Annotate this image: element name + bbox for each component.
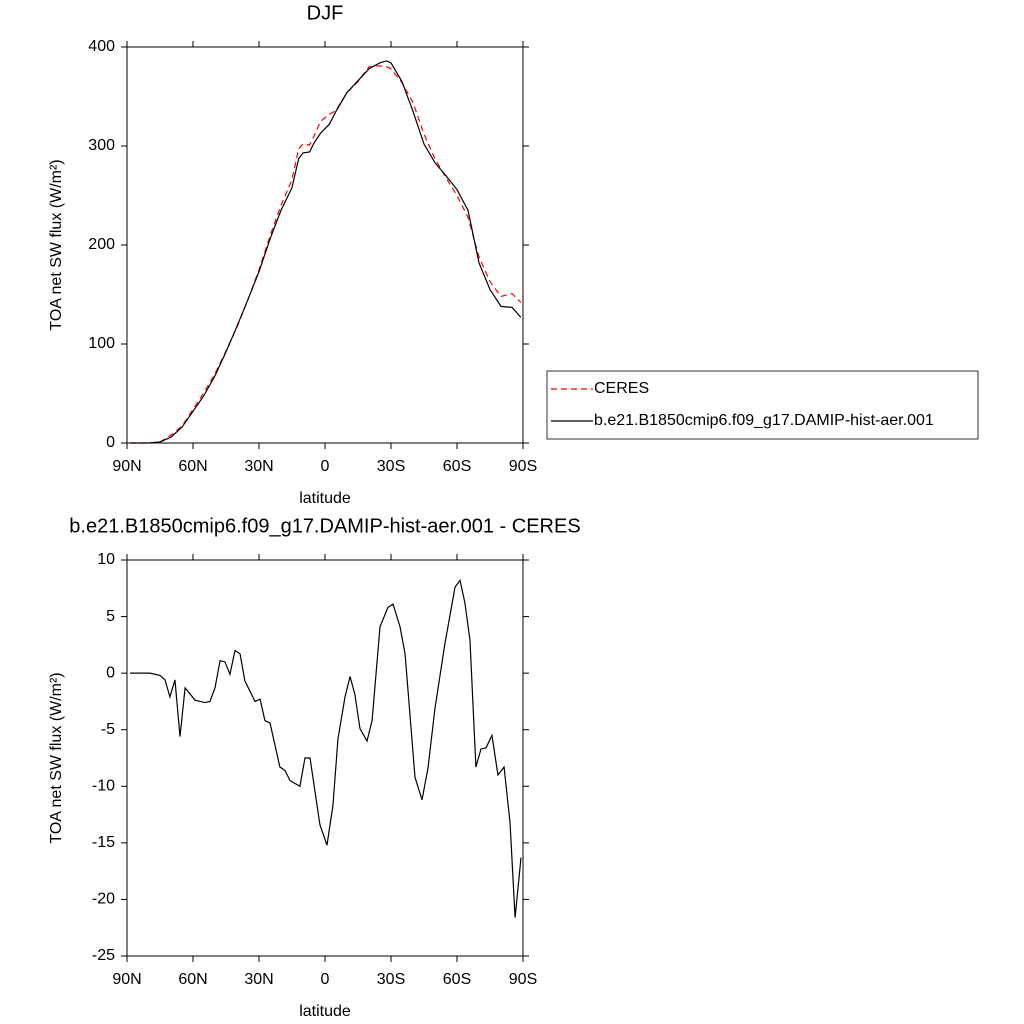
y-tick-label: -15 xyxy=(92,834,115,851)
x-tick-label: 30S xyxy=(377,971,405,988)
plot-frame xyxy=(126,559,524,957)
legend-label: b.e21.B1850cmip6.f09_g17.DAMIP-hist-aer.… xyxy=(594,412,934,429)
x-tick-label: 30S xyxy=(377,458,405,475)
y-tick-label: -10 xyxy=(92,778,115,795)
y-tick-label: 400 xyxy=(88,38,115,55)
legend-label: CERES xyxy=(594,380,649,397)
y-tick-label: 10 xyxy=(97,551,115,568)
x-tick-label: 90S xyxy=(509,458,537,475)
x-axis-label: latitude xyxy=(299,490,351,507)
legend: CERES b.e21.B1850cmip6.f09_g17.DAMIP-hist… xyxy=(546,370,979,440)
y-tick-label: -20 xyxy=(92,891,115,908)
x-tick-label: 30N xyxy=(244,971,273,988)
y-tick-label: 300 xyxy=(88,137,115,154)
y-tick-label: 5 xyxy=(106,608,115,625)
y-tick-label: 100 xyxy=(88,335,115,352)
y-tick-label: -5 xyxy=(101,721,115,738)
x-tick-label: 90S xyxy=(509,971,537,988)
chart-title: DJF xyxy=(307,2,344,24)
x-tick-label: 0 xyxy=(321,971,330,988)
x-tick-label: 60N xyxy=(178,458,207,475)
plot-frame xyxy=(126,46,524,444)
chart-title: b.e21.B1850cmip6.f09_g17.DAMIP-hist-aer.… xyxy=(69,515,580,537)
series-line xyxy=(130,578,522,918)
x-tick-label: 60S xyxy=(443,458,471,475)
y-axis-label: TOA net SW flux (W/m²) xyxy=(48,672,65,843)
x-tick-label: 0 xyxy=(321,458,330,475)
x-tick-label: 30N xyxy=(244,458,273,475)
y-tick-label: 200 xyxy=(88,236,115,253)
x-tick-label: 60S xyxy=(443,971,471,988)
legend-box xyxy=(546,370,979,440)
x-tick-label: 90N xyxy=(112,458,141,475)
x-tick-label: 90N xyxy=(112,971,141,988)
series-line xyxy=(130,60,522,444)
y-tick-label: 0 xyxy=(106,664,115,681)
y-axis-label: TOA net SW flux (W/m²) xyxy=(48,159,65,330)
x-axis-label: latitude xyxy=(299,1003,351,1020)
x-tick-label: 60N xyxy=(178,971,207,988)
y-tick-label: 0 xyxy=(106,434,115,451)
y-tick-label: -25 xyxy=(92,947,115,964)
series-line xyxy=(130,65,522,444)
